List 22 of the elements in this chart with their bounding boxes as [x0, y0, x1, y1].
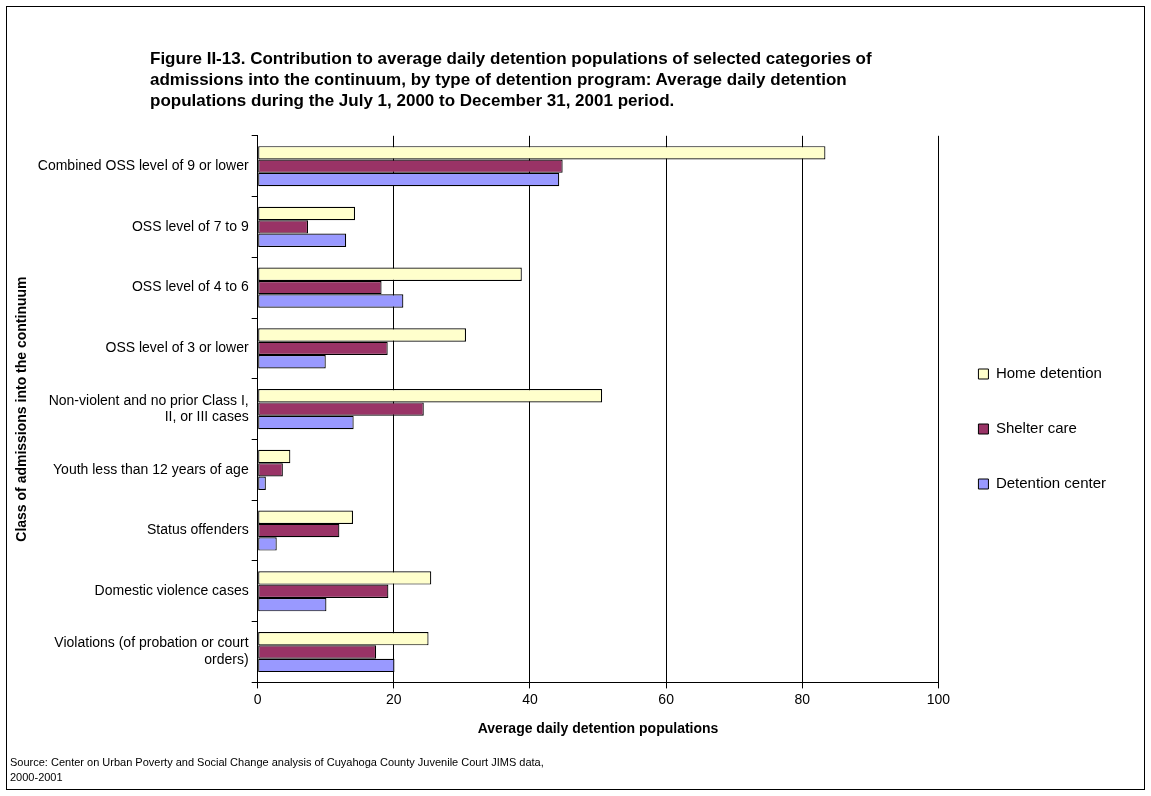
y-tick-label: Non-violent and no prior Class I, II, or III cases [48, 391, 249, 425]
y-tick-label: OSS level of 3 or lower [105, 339, 250, 356]
y-tick-label: Domestic violence cases [94, 582, 249, 599]
x-tick-label: 60 [658, 690, 675, 707]
x-tick-label: 100 [926, 690, 951, 707]
legend-label: Detention center [995, 474, 1107, 492]
y-axis-title: Class of admissions into the continuum [13, 276, 30, 542]
x-tick-label: 0 [253, 690, 262, 707]
x-tick-label: 20 [386, 690, 402, 707]
source-note: Source: Center on Urban Poverty and Social Change analysis of Cuyahoga County Juvenile Court JIMS data, 2000-2001 [10, 755, 545, 785]
legend-label: Shelter care [995, 419, 1077, 437]
y-tick-label: Youth less than 12 years of age [53, 460, 249, 477]
y-tick-label: OSS level of 4 to 6 [131, 278, 249, 295]
y-tick-label: OSS level of 7 to 9 [131, 217, 249, 234]
legend-label: Home detention [995, 364, 1102, 382]
y-tick-label: Violations (of probation or court orders) [54, 634, 249, 668]
y-tick-label: Combined OSS level of 9 or lower [37, 157, 250, 174]
y-tick-label: Status offenders [146, 521, 249, 538]
x-tick-label: 40 [522, 690, 538, 707]
x-axis-title: Average daily detention populations [477, 720, 719, 737]
chart-title: Figure II-13. Contribution to average daily detention populations of selected categories of admissions into the continuum, by type of detention program: Average daily detention populations during the July 1, 2000 to December 31, 2001 period. [150, 48, 873, 111]
x-tick-label: 80 [794, 690, 811, 707]
